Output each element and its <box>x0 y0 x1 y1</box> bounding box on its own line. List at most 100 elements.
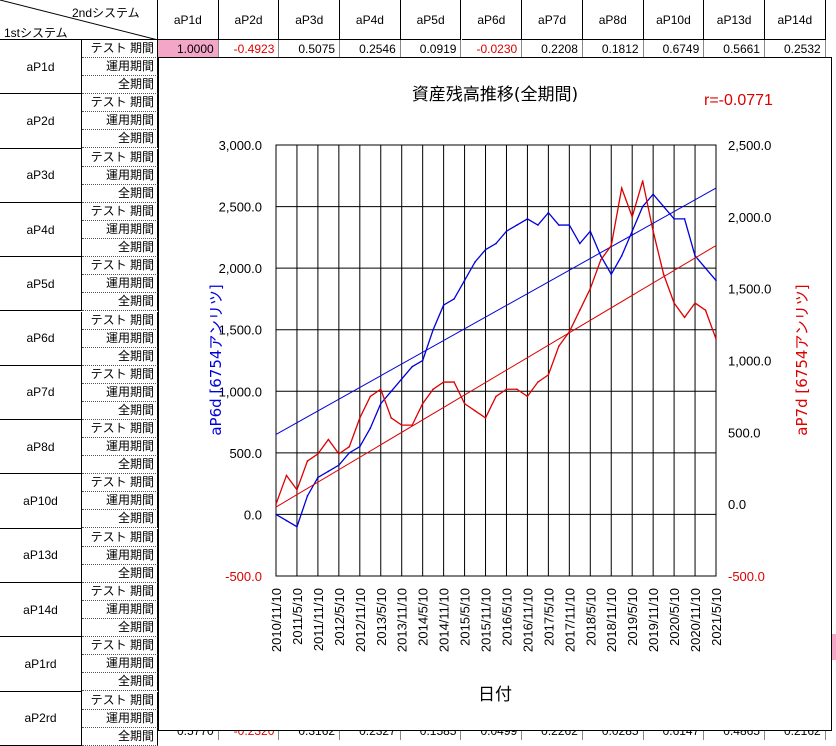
series-point <box>484 417 487 419</box>
row-group-aP10d[interactable]: aP10d <box>0 474 82 529</box>
row-sub-label[interactable]: テスト 期間 <box>82 40 158 58</box>
row-sub-label[interactable]: 運用期間 <box>82 709 158 728</box>
column-header-aP4d[interactable]: aP4d <box>340 0 401 40</box>
cell-value[interactable]: 0.2532 <box>765 40 826 58</box>
column-header-aP7d[interactable]: aP7d <box>522 0 583 40</box>
row-sub-label[interactable]: テスト 期間 <box>82 202 158 221</box>
row-sub-label[interactable]: 運用期間 <box>82 166 158 185</box>
series-point <box>610 273 613 276</box>
row-sub-label[interactable]: 全期間 <box>82 184 158 203</box>
series-point <box>673 218 675 220</box>
row-sub-label[interactable]: 全期間 <box>82 456 158 475</box>
y-left-tick-label: 1,500.0 <box>219 323 262 338</box>
series-point <box>369 395 372 398</box>
x-tick-label: 2016/11/10 <box>520 588 535 652</box>
series-point <box>715 279 717 282</box>
row-sub-label[interactable]: 運用期間 <box>82 220 158 239</box>
series-point <box>306 495 309 497</box>
column-header-aP3d[interactable]: aP3d <box>279 0 341 40</box>
row-group-aP2rd[interactable]: aP2rd <box>0 691 82 746</box>
column-header-aP8d[interactable]: aP8d <box>582 0 644 40</box>
row-sub-label[interactable]: 全期間 <box>82 727 158 746</box>
cell-value[interactable]: 0.5075 <box>279 40 341 58</box>
chart-panel[interactable]: 3,000.0 2,500.0 2,000.0 1,500.0 1,000.0 500.0… <box>158 57 832 731</box>
row-sub-label[interactable]: テスト 期間 <box>82 365 158 384</box>
row-group-aP1d[interactable]: aP1d <box>0 40 82 95</box>
row-sub-label[interactable]: 運用期間 <box>82 383 158 402</box>
series-point <box>275 503 277 505</box>
series-point <box>463 402 466 405</box>
row-group-aP13d[interactable]: aP13d <box>0 528 82 583</box>
cell-value[interactable]: 0.6749 <box>644 40 705 58</box>
row-group-aP4d[interactable]: aP4d <box>0 202 82 258</box>
row-sub-label[interactable]: 運用期間 <box>82 546 158 565</box>
row-sub-label[interactable]: 運用期間 <box>82 112 158 131</box>
row-sub-label[interactable]: 全期間 <box>82 293 158 312</box>
row-group-aP3d[interactable]: aP3d <box>0 148 82 203</box>
column-header-aP13d[interactable]: aP13d <box>704 0 765 40</box>
row-sub-label[interactable]: 全期間 <box>82 76 158 94</box>
column-header-aP1d[interactable]: aP1d <box>158 0 219 40</box>
row-group-aP1rd[interactable]: aP1rd <box>0 637 82 692</box>
cell-value[interactable]: 0.0919 <box>401 40 462 58</box>
series-point <box>589 287 592 290</box>
row-sub-label[interactable]: 全期間 <box>82 510 158 529</box>
cell-value[interactable]: 0.1812 <box>583 40 644 58</box>
row-group-aP7d[interactable]: aP7d <box>0 365 82 421</box>
row-sub-label[interactable]: 全期間 <box>82 564 158 583</box>
series-point <box>526 395 529 398</box>
series-point <box>620 255 623 257</box>
cell-value[interactable]: 1.0000 <box>158 40 219 58</box>
row-sub-label[interactable]: テスト 期間 <box>82 691 158 710</box>
column-header-aP6d[interactable]: aP6d <box>461 0 523 40</box>
row-sub-label[interactable]: テスト 期間 <box>82 637 158 656</box>
series-point <box>453 298 455 300</box>
cell-value[interactable]: 0.2546 <box>340 40 401 58</box>
row-sub-label[interactable]: 運用期間 <box>82 655 158 674</box>
series-point <box>558 345 560 347</box>
x-tick-label: 2016/5/10 <box>499 588 514 646</box>
row-sub-label[interactable]: テスト 期間 <box>82 583 158 601</box>
row-sub-label[interactable]: テスト 期間 <box>82 94 158 113</box>
row-sub-label[interactable]: 全期間 <box>82 238 158 257</box>
series-point <box>348 452 351 454</box>
y-right-tick-label: 1,000.0 <box>728 354 771 369</box>
row-sub-label[interactable]: 全期間 <box>82 619 158 637</box>
row-group-aP6d[interactable]: aP6d <box>0 311 82 366</box>
series-point <box>694 302 696 304</box>
row-sub-label[interactable]: 運用期間 <box>82 601 158 619</box>
cell-value[interactable]: -0.4923 <box>219 40 280 58</box>
row-sub-label[interactable]: 全期間 <box>82 673 158 692</box>
row-sub-label[interactable]: テスト 期間 <box>82 420 158 439</box>
row-sub-label[interactable]: 運用期間 <box>82 275 158 294</box>
column-header-aP10d[interactable]: aP10d <box>643 0 705 40</box>
cell-value[interactable]: 0.5661 <box>704 40 765 58</box>
row-sub-label[interactable]: テスト 期間 <box>82 528 158 547</box>
row-sub-label[interactable]: 全期間 <box>82 130 158 149</box>
series-point <box>359 445 361 448</box>
row-group-aP14d[interactable]: aP14d <box>0 583 82 638</box>
row-sub-label[interactable]: テスト 期間 <box>82 257 158 276</box>
x-tick-label: 2017/5/10 <box>541 588 556 646</box>
row-sub-label[interactable]: 運用期間 <box>82 329 158 348</box>
row-sub-label[interactable]: 運用期間 <box>82 438 158 457</box>
cell-value[interactable]: -0.0230 <box>462 40 523 58</box>
cell-value[interactable]: 0.2208 <box>522 40 583 58</box>
row-sub-label[interactable]: 運用期間 <box>82 58 158 76</box>
row-group-aP5d[interactable]: aP5d <box>0 257 82 312</box>
row-sub-label[interactable]: テスト 期間 <box>82 474 158 493</box>
row-group-aP2d[interactable]: aP2d <box>0 94 82 149</box>
series-point <box>526 218 529 220</box>
column-header-aP5d[interactable]: aP5d <box>400 0 462 40</box>
row-sub-label[interactable]: テスト 期間 <box>82 311 158 330</box>
row-sub-label[interactable]: 全期間 <box>82 347 158 366</box>
x-tick-label: 2010/11/10 <box>269 588 284 652</box>
column-header-aP2d[interactable]: aP2d <box>218 0 280 40</box>
row-sub-label[interactable]: 全期間 <box>82 401 158 420</box>
corner-top-label: 2ndシステム <box>72 6 140 20</box>
row-sub-label[interactable]: 運用期間 <box>82 492 158 511</box>
row-group-aP8d[interactable]: aP8d <box>0 420 82 475</box>
series-point <box>505 230 508 232</box>
column-header-aP14d[interactable]: aP14d <box>765 0 826 40</box>
row-sub-label[interactable]: テスト 期間 <box>82 148 158 167</box>
